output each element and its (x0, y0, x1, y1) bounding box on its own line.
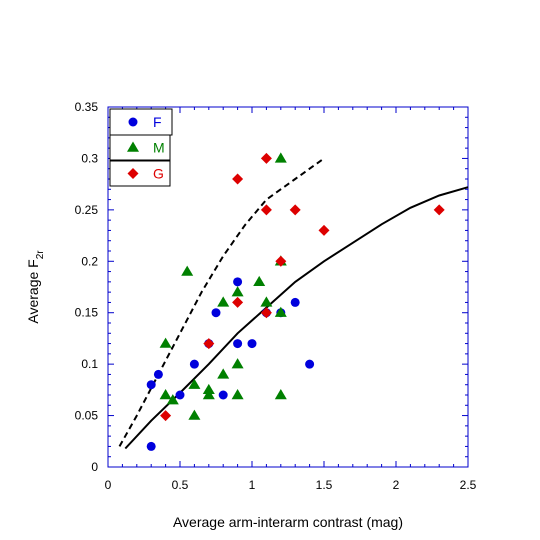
y-tick-label: 0.35 (75, 100, 99, 114)
y-tick-label: 0.15 (75, 306, 99, 320)
x-tick-label: 0 (105, 478, 112, 492)
legend-marker-g (127, 168, 139, 179)
y-axis-label: Average F2r (25, 250, 46, 324)
data-point-m (231, 286, 244, 297)
data-point-m (181, 265, 194, 276)
data-point-f (146, 441, 156, 451)
data-point-m (274, 152, 287, 163)
data-point-m (231, 358, 244, 369)
legend-box-m (109, 134, 171, 161)
data-point-f (189, 359, 199, 369)
x-tick-label: 1.5 (316, 478, 333, 492)
data-point-g (289, 204, 301, 216)
y-tick-label: 0.2 (81, 254, 98, 268)
data-point-m (159, 389, 172, 400)
data-point-f (218, 390, 228, 400)
data-point-g (260, 204, 272, 216)
data-point-m (217, 296, 230, 307)
y-tick-label: 0.25 (75, 203, 99, 217)
dashed-model-curve (118, 157, 325, 447)
data-point-m (231, 389, 244, 400)
data-point-g (318, 224, 330, 236)
data-point-g (203, 338, 215, 350)
solid-model-curve (124, 186, 469, 450)
data-point-m (260, 296, 273, 307)
data-point-g (433, 204, 445, 216)
data-point-f (290, 297, 300, 307)
x-axis-label: Average arm-interarm contrast (mag) (173, 514, 403, 530)
x-tick-label: 0.5 (172, 478, 189, 492)
y-axis-label-main: Average F (25, 259, 41, 323)
data-point-g (260, 152, 272, 164)
legend-box-g (109, 160, 171, 187)
data-point-g (160, 410, 172, 422)
data-point-g (275, 255, 287, 267)
data-point-m (217, 368, 230, 379)
data-point-g (232, 296, 244, 308)
x-tick-label: 2 (393, 478, 400, 492)
data-point-m (166, 394, 179, 405)
y-tick-label: 0.3 (81, 151, 98, 165)
x-tick-label: 2.5 (460, 478, 477, 492)
legend-label-m: M (153, 140, 165, 156)
y-tick-label: 0 (91, 460, 98, 474)
data-point-f (233, 339, 243, 349)
data-point-g (232, 173, 244, 185)
plot-area: 0 0.5 1 1.5 2 2.5 0 0.05 0.1 0.15 0.2 0.25 0.3 0.35 Av… (25, 100, 477, 530)
data-point-m (202, 389, 215, 400)
data-point-m (188, 409, 201, 420)
data-point-m (274, 389, 287, 400)
data-point-f (146, 380, 156, 390)
legend-marker-f (128, 117, 138, 127)
data-point-f (247, 339, 257, 349)
data-point-f (305, 359, 315, 369)
data-point-m (202, 383, 215, 395)
y-tick-label: 0.1 (81, 357, 98, 371)
data-point-f (211, 308, 221, 318)
data-point-m (253, 275, 266, 287)
legend-marker-m (127, 141, 139, 152)
x-tick-label: 1 (249, 478, 256, 492)
data-point-m (274, 306, 287, 317)
y-axis-label-subscript: 2r (35, 250, 46, 260)
legend-box-f (109, 108, 173, 136)
data-point-g (260, 307, 272, 319)
legend-label-g: G (153, 166, 164, 182)
data-point-f (175, 390, 185, 400)
data-point-m (188, 378, 201, 389)
data-point-m (159, 337, 172, 348)
data-point-f (153, 369, 163, 379)
y-tick-label: 0.05 (75, 409, 99, 423)
data-point-f (233, 277, 243, 287)
plot-frame (107, 106, 469, 468)
legend-label-f: F (153, 114, 162, 130)
